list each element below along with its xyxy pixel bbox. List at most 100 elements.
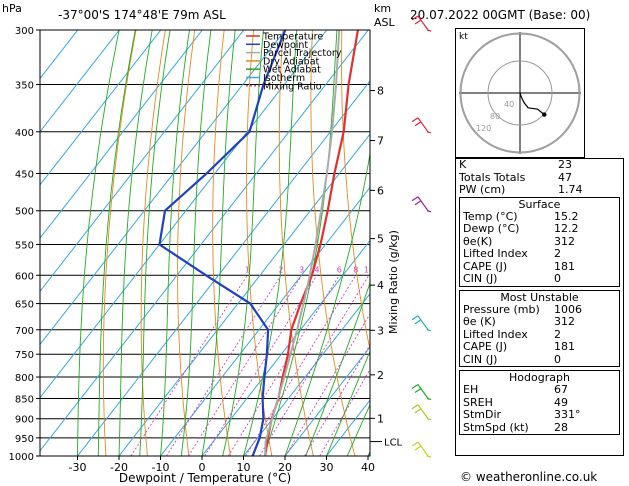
height-tick-label: 7 [377, 135, 384, 148]
indices-table: K 23 Totals Totals 47 PW (cm) 1.74 Surface Te… [455, 158, 624, 456]
asl-label: ASL [374, 16, 395, 29]
mixing-ratio-label: 2 [278, 265, 283, 274]
wind-barb [411, 15, 432, 32]
surface-section: Surface Temp (°C) 15.2 Dewp (°C) 12.2 θe(K) 3… [459, 196, 620, 287]
height-tick-label: 6 [377, 184, 384, 197]
height-tick-label: 2 [377, 369, 384, 382]
surface-value: 12.2 [554, 222, 579, 235]
index-label: K [459, 158, 467, 171]
hodograph-section: Hodograph EH 67 SREH 49 StmDir 331° StmSpd (kt… [459, 370, 620, 435]
most-unstable-section: Most Unstable Pressure (mb) 1006 θe (K) 312… [459, 289, 620, 367]
copyright-label: © weatheronline.co.uk [460, 470, 598, 484]
most-unstable-value: 312 [554, 315, 575, 328]
mixing-ratio-label: 3 [299, 265, 304, 274]
index-value: 23 [558, 158, 572, 171]
lcl-label: LCL [384, 438, 403, 449]
mixing-ratio-line [285, 313, 370, 456]
mixing-ratio-label: 1 [245, 265, 250, 274]
most-unstable-value: 0 [554, 352, 561, 366]
dry-adiabat [212, 30, 231, 456]
mixing-ratio-line [204, 275, 318, 456]
pressure-label: 650 [15, 300, 34, 311]
pressure-label: 950 [15, 434, 34, 445]
dry-adiabat [246, 30, 273, 456]
mixing-ratio-line [188, 275, 303, 456]
wet-adiabat [118, 30, 153, 456]
height-tick-label: 4 [377, 279, 384, 292]
wet-adiabat [222, 30, 264, 456]
wet-adiabat [201, 30, 236, 456]
wet-adiabat [284, 151, 370, 456]
legend-label: Temperature [262, 32, 323, 43]
hodograph-unit: kt [459, 32, 468, 42]
mixing-ratio-label: 20 [406, 265, 416, 274]
mixing-ratio-label: 10 [364, 265, 374, 274]
height-tick-label: 1 [377, 412, 384, 425]
dry-adiabat [140, 30, 166, 456]
index-value: 47 [558, 170, 572, 184]
hodograph-ring [487, 60, 553, 126]
most-unstable-value: 1006 [554, 302, 582, 316]
plot-area: 1 2 3 4 6 8 10 15 20 25 [40, 30, 416, 456]
wind-barb [411, 117, 432, 134]
hodograph: kt 120 80 40 [455, 28, 585, 158]
temp-tick-label: -10 [152, 461, 170, 474]
hodograph-param-row: EH 67 [460, 383, 619, 397]
surface-label: CIN (J) [463, 272, 498, 285]
pressure-label: 300 [15, 26, 34, 37]
hodograph-ring [460, 33, 580, 153]
pressure-label: 600 [15, 271, 34, 282]
mixing-ratio-label: 8 [353, 265, 358, 274]
most-unstable-label: CAPE (J) [463, 340, 508, 353]
mixing-ratio-axis-title: Mixing Ratio (g/kg) [387, 230, 400, 334]
x-axis-title: Dewpoint / Temperature (°C) [119, 471, 291, 485]
hodograph-title: Hodograph [509, 371, 570, 384]
legend-label: Mixing Ratio [263, 81, 322, 92]
temp-tick-label: 10 [237, 461, 251, 474]
temp-tick-label: 30 [320, 461, 334, 474]
pressure-label: 850 [15, 394, 34, 405]
most-unstable-row: CIN (J) 0 [460, 352, 619, 367]
surface-row: θe(K) 312 [460, 235, 619, 249]
most-unstable-row: Lifted Index 2 [460, 328, 619, 342]
pressure-label: 550 [15, 240, 34, 251]
most-unstable-row: CAPE (J) 181 [460, 340, 619, 354]
hodograph-ring-label: 80 [490, 112, 500, 121]
mixing-ratio-line [227, 275, 340, 456]
pressure-label: 1000 [9, 452, 34, 463]
location-label: -37°00'S 174°48'E 79m ASL [58, 8, 226, 22]
plot-frame [39, 29, 371, 457]
hodograph-ring-label: 120 [476, 124, 491, 133]
pressure-label: 900 [15, 415, 34, 426]
isotherm-line [284, 346, 370, 456]
surface-row: Lifted Index 2 [460, 247, 619, 261]
parcel-trajectory-profile [264, 30, 341, 456]
hodograph-trace [519, 92, 545, 116]
surface-value: 15.2 [554, 209, 579, 223]
hodograph-param-label: StmDir [463, 408, 502, 421]
isotherm-line [40, 30, 245, 293]
pressure-label: 500 [15, 207, 34, 218]
pressure-label: 350 [15, 81, 34, 92]
most-unstable-row: θe (K) 312 [460, 315, 619, 329]
legend-label: Dewpoint [263, 40, 308, 51]
index-row: K 23 [456, 158, 623, 172]
surface-value: 0 [554, 272, 561, 285]
wet-adiabat [180, 30, 212, 456]
wet-adiabat [77, 30, 120, 456]
dry-adiabat [341, 30, 370, 352]
wet-adiabat [160, 30, 190, 456]
hodograph-param-label: EH [463, 383, 479, 396]
legend-label: Wet Adiabat [263, 65, 321, 76]
wet-adiabat [97, 30, 136, 456]
most-unstable-label: Pressure (mb) [463, 302, 540, 316]
isotherm-line [159, 186, 370, 456]
height-tick-label: 3 [377, 324, 384, 337]
most-unstable-title: Most Unstable [500, 290, 579, 304]
surface-label: CAPE (J) [463, 259, 508, 273]
wet-adiabat [263, 30, 338, 456]
most-unstable-label: CIN (J) [463, 352, 498, 366]
mixing-ratio-label: 4 [314, 265, 319, 274]
temp-tick-label: -20 [110, 461, 128, 474]
